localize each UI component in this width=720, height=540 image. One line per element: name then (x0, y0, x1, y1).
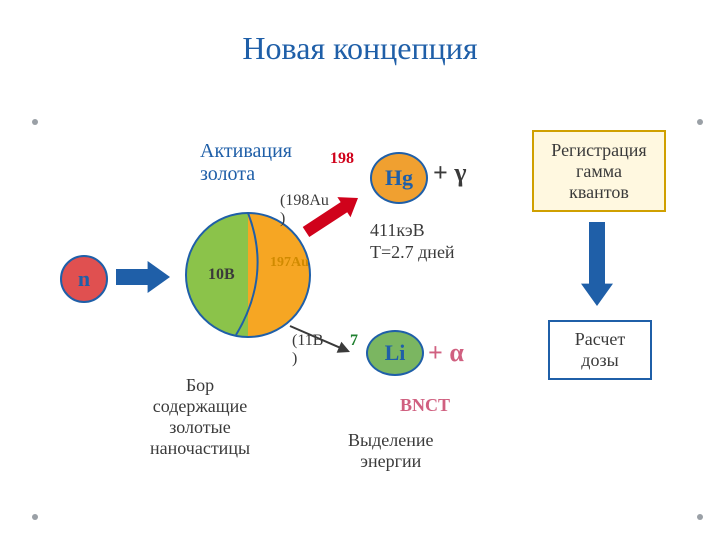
au198-annotation: (198Au ) (280, 192, 329, 228)
mass-198-label: 198 (330, 150, 354, 168)
mass-7-label: 7 (350, 332, 358, 350)
plus-gamma-label: + γ (433, 158, 466, 188)
halflife-label: T=2.7 дней (370, 242, 455, 263)
neutron-node: n (60, 255, 108, 303)
b11-annotation: (11B ) (292, 332, 323, 368)
b10-label: 10B (208, 266, 235, 284)
bnct-label: BNCT (400, 395, 450, 416)
diagram-root: { "title": {"text":"Новая концепция","co… (0, 0, 720, 540)
activation-label: Активация золота (200, 140, 292, 186)
nanoparticle-caption: Бор содержащие золотые наночастицы (150, 375, 250, 459)
hg-label: Hg (385, 165, 413, 191)
energy-release-label: Выделение энергии (348, 430, 433, 472)
li-label: Li (385, 340, 406, 366)
dose-calc-box: Расчет дозы (548, 320, 652, 380)
neutron-label: n (78, 266, 90, 292)
energy-411-label: 411кэВ (370, 220, 425, 241)
hg-node: Hg (370, 152, 428, 204)
li-node: Li (366, 330, 424, 376)
plus-alpha-label: + α (428, 338, 464, 368)
au197-label: 197Au (270, 255, 309, 271)
dose-calc-text: Расчет дозы (575, 329, 626, 371)
gamma-registration-box: Регистрация гамма квантов (532, 130, 666, 212)
gamma-registration-text: Регистрация гамма квантов (551, 140, 646, 203)
